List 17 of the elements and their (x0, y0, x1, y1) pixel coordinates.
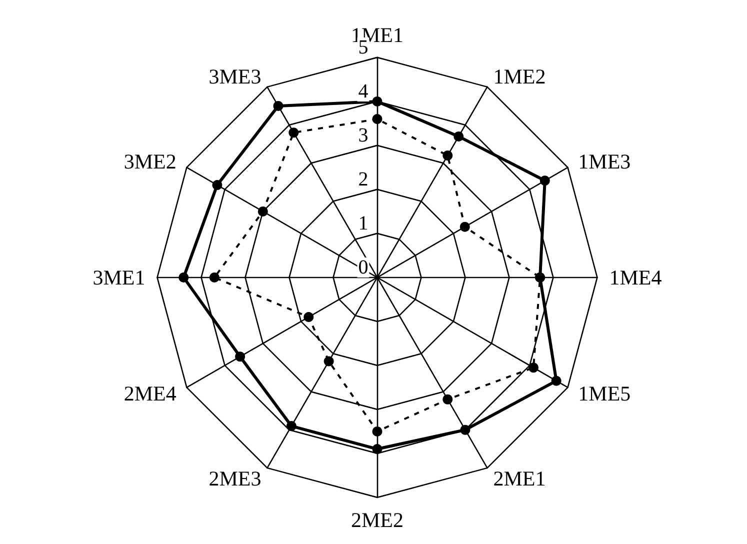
spoke-label: 1ME2 (493, 64, 546, 89)
spoke-label: 3ME3 (208, 64, 262, 89)
spoke-label: 3ME1 (92, 265, 146, 290)
spoke-label: 2ME4 (124, 381, 177, 406)
y-tick-label: 5 (358, 36, 368, 58)
spoke-label: 2ME3 (208, 466, 262, 490)
spoke-label: 1ME5 (578, 381, 631, 406)
y-tick-label: 0 (358, 256, 368, 278)
y-tick-label: 1 (358, 212, 368, 234)
y-tick-label: 2 (358, 168, 368, 190)
spoke-label: 2ME1 (493, 466, 546, 490)
spoke-label: 2ME2 (350, 508, 404, 532)
spoke-label: 3ME2 (124, 149, 176, 174)
spoke-label: 1ME4 (609, 265, 662, 290)
spoke-label: 1ME3 (578, 149, 631, 174)
y-tick-label: 4 (358, 80, 368, 102)
y-tick-label: 3 (358, 124, 368, 146)
